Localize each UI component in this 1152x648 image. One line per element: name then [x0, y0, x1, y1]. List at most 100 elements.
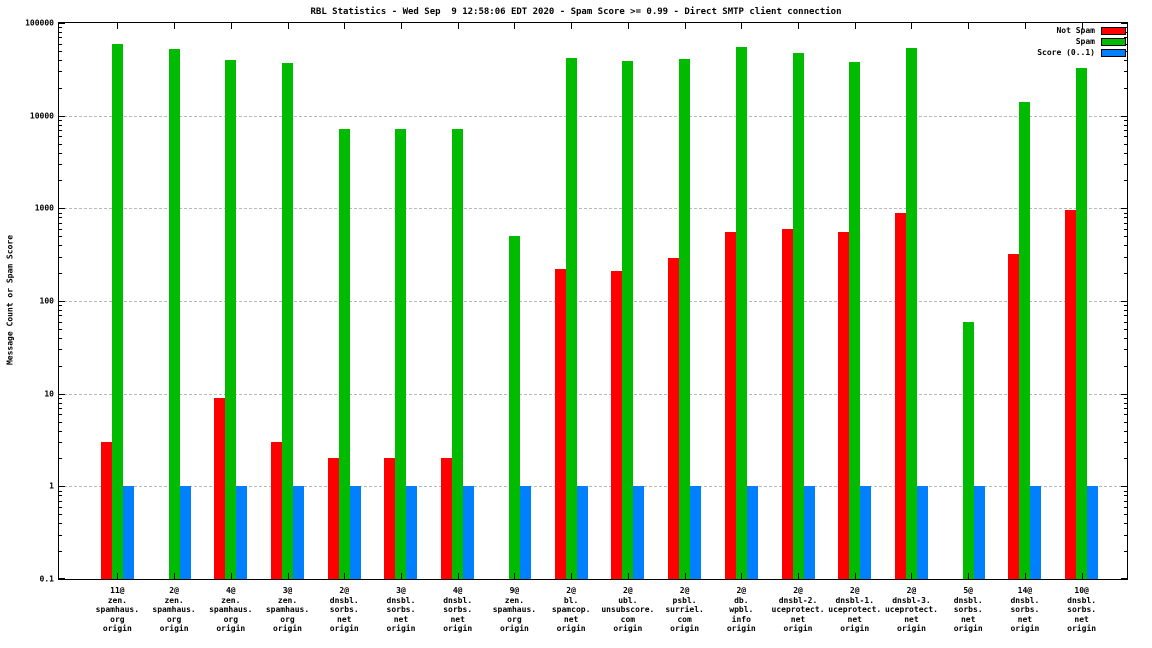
y-major-tick: [1121, 486, 1127, 488]
y-major-tick: [59, 578, 65, 579]
y-minor-tick: [59, 430, 62, 432]
y-minor-tick: [59, 180, 62, 182]
x-tick: [798, 23, 800, 29]
bar-not-spam: [781, 228, 793, 579]
y-tick-label: 100000: [25, 18, 54, 28]
legend-label: Not Spam: [1056, 26, 1095, 35]
bar-spam: [1019, 102, 1031, 579]
y-minor-tick: [59, 349, 62, 351]
y-minor-tick: [59, 337, 62, 339]
bar-score-0-1-: [406, 486, 418, 579]
y-minor-tick: [59, 500, 62, 502]
bar-score-0-1-: [519, 486, 531, 579]
bar-spam: [905, 47, 917, 579]
bar-score-0-1-: [179, 486, 191, 579]
x-tick-label: 3@ zen. spamhaus. org origin: [265, 586, 310, 633]
x-tick: [911, 573, 913, 579]
y-minor-tick: [59, 551, 62, 553]
y-minor-tick: [1124, 180, 1127, 182]
y-minor-tick: [1124, 130, 1127, 132]
y-minor-tick: [1124, 136, 1127, 138]
y-minor-tick: [59, 43, 62, 45]
x-tick: [968, 573, 970, 579]
y-major-tick: [1121, 23, 1127, 24]
x-tick: [854, 573, 856, 579]
x-tick-label: 3@ dnsbl. sorbs. net origin: [386, 586, 416, 633]
bar-score-0-1-: [576, 486, 588, 579]
gridline: [59, 115, 1127, 117]
bar-spam: [735, 47, 747, 579]
y-tick-label: 1000: [34, 203, 54, 213]
x-tick: [571, 23, 573, 29]
y-minor-tick: [59, 458, 62, 460]
x-tick: [514, 23, 516, 29]
bar-spam: [849, 61, 861, 579]
x-tick: [627, 23, 629, 29]
bar-spam: [225, 59, 237, 579]
bar-score-0-1-: [803, 486, 815, 579]
y-major-tick: [59, 115, 65, 117]
bar-spam: [679, 58, 691, 579]
y-major-tick: [1121, 393, 1127, 395]
y-minor-tick: [1124, 514, 1127, 516]
y-minor-tick: [1124, 349, 1127, 351]
y-minor-tick: [59, 321, 62, 323]
x-tick: [627, 573, 629, 579]
legend-label: Spam: [1075, 37, 1095, 46]
bar-not-spam: [838, 232, 850, 579]
x-tick: [911, 23, 913, 29]
x-tick: [174, 573, 176, 579]
x-tick: [741, 23, 743, 29]
y-minor-tick: [59, 397, 62, 399]
bar-spam: [452, 128, 464, 579]
y-minor-tick: [1124, 397, 1127, 399]
y-minor-tick: [1124, 87, 1127, 89]
y-minor-tick: [1124, 71, 1127, 73]
bar-spam: [565, 57, 577, 579]
x-tick-label: 4@ zen. spamhaus. org origin: [209, 586, 253, 633]
x-tick: [230, 23, 232, 29]
bar-not-spam: [271, 442, 283, 579]
y-minor-tick: [59, 534, 62, 536]
plot-area: [58, 22, 1128, 580]
y-minor-tick: [1124, 124, 1127, 126]
x-tick: [117, 23, 119, 29]
y-minor-tick: [1124, 236, 1127, 238]
x-tick: [684, 23, 686, 29]
y-minor-tick: [59, 212, 62, 214]
bar-spam: [282, 63, 294, 579]
x-tick: [400, 23, 402, 29]
y-minor-tick: [59, 402, 62, 404]
y-minor-tick: [59, 365, 62, 367]
y-minor-tick: [59, 523, 62, 525]
y-minor-tick: [59, 143, 62, 145]
bar-not-spam: [1065, 210, 1077, 579]
x-tick: [1081, 573, 1083, 579]
x-tick: [287, 23, 289, 29]
x-tick-label: 2@ dnsbl. sorbs. net origin: [329, 586, 359, 633]
x-tick: [854, 23, 856, 29]
y-minor-tick: [59, 152, 62, 154]
y-major-tick: [59, 301, 65, 302]
bar-not-spam: [384, 458, 396, 579]
y-minor-tick: [59, 217, 62, 219]
y-minor-tick: [1124, 228, 1127, 230]
y-tick-label: 1: [49, 481, 54, 491]
x-tick: [1081, 23, 1083, 29]
y-minor-tick: [59, 408, 62, 410]
bar-spam: [168, 49, 180, 579]
bar-spam: [111, 43, 123, 579]
x-tick-label: 2@ db. wpbl. info origin: [726, 586, 756, 633]
bar-not-spam: [100, 442, 112, 579]
y-minor-tick: [59, 421, 62, 423]
x-tick: [798, 573, 800, 579]
y-tick-label: 0.1: [39, 574, 54, 584]
legend: Not Spam Spam Score (0..1): [1037, 26, 1126, 57]
y-minor-tick: [1124, 273, 1127, 275]
y-minor-tick: [1124, 458, 1127, 460]
y-minor-tick: [1124, 402, 1127, 404]
y-minor-tick: [1124, 305, 1127, 307]
chart-title: RBL Statistics - Wed Sep 9 12:58:06 EDT …: [310, 7, 842, 17]
bar-spam: [622, 60, 634, 579]
